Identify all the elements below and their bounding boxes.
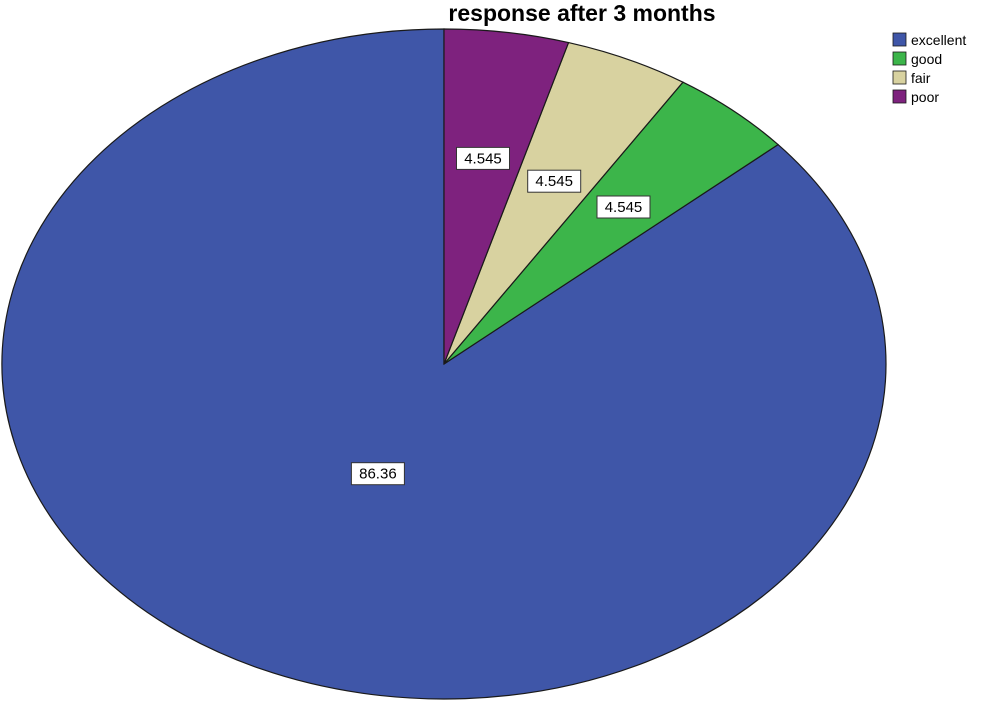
data-label-text: 4.545 (605, 199, 643, 216)
data-label-fair: 4.545 (527, 169, 582, 193)
pie-slice-poor (443, 28, 570, 365)
data-label-text: 4.545 (535, 173, 573, 190)
legend-label: poor (911, 89, 939, 105)
pie-slices (1, 28, 887, 700)
legend-swatch (892, 51, 907, 66)
legend-item-excellent: excellent (892, 32, 966, 48)
legend-swatch (892, 89, 907, 104)
data-label-excellent: 86.36 (350, 462, 405, 486)
legend-swatch (892, 32, 907, 47)
data-label-text: 86.36 (359, 466, 397, 483)
data-label-box (350, 462, 405, 486)
legend-item-fair: fair (892, 70, 931, 86)
legend-label: good (911, 51, 942, 67)
legend-label: fair (911, 70, 931, 86)
data-label-box (456, 146, 510, 170)
data-label-poor: 4.545 (456, 146, 510, 170)
chart-title: response after 3 months (448, 0, 715, 26)
legend-item-poor: poor (892, 89, 939, 105)
legend: excellent good fair poor (892, 32, 966, 105)
data-label-box (527, 169, 582, 193)
legend-label: excellent (911, 32, 966, 48)
data-label-text: 4.545 (464, 150, 502, 167)
data-labels: 86.36 4.545 4.545 4.545 (350, 146, 651, 486)
data-label-box (596, 195, 651, 219)
legend-swatch (892, 70, 907, 85)
data-label-good: 4.545 (596, 195, 651, 219)
legend-item-good: good (892, 51, 942, 67)
